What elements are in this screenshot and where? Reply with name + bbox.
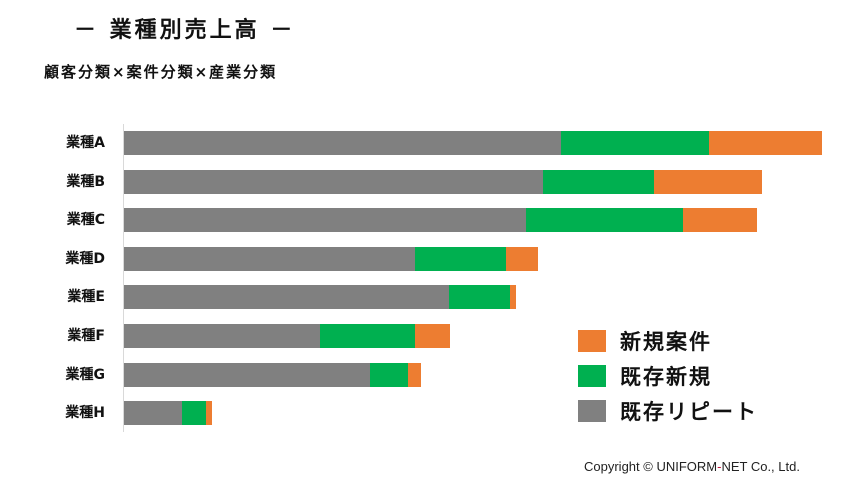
legend-swatch-gray (578, 399, 606, 422)
bar-segment (415, 324, 450, 348)
stacked-bar (124, 362, 421, 387)
category-label: 業種G (65, 366, 106, 383)
bar-segment (182, 401, 206, 426)
bar-row: 業種D (0, 246, 860, 271)
bar-segment (370, 362, 408, 387)
bar-segment (709, 131, 822, 155)
bar-segment (124, 131, 561, 155)
bar-segment (561, 131, 709, 155)
bar-segment (543, 169, 654, 194)
copyright-text: Copyright © UNIFORM-NET Co., Ltd. (584, 459, 800, 474)
bar-segment (124, 285, 449, 310)
bar-row: 業種F (0, 324, 860, 348)
bar-segment (415, 246, 506, 271)
stacked-bar (124, 208, 757, 233)
category-axis-line (123, 124, 124, 432)
stacked-bar (124, 285, 516, 310)
chart-legend: 新規案件 既存新規 既存リピート (578, 323, 758, 428)
category-label: 業種D (65, 250, 105, 267)
bar-segment (124, 324, 320, 348)
category-label: 業種H (65, 405, 105, 422)
legend-swatch-green (578, 364, 606, 387)
bar-segment (510, 285, 516, 310)
bar-segment (124, 246, 415, 271)
chart-title: － 業種別売上高 － (74, 18, 296, 43)
bar-row: 業種C (0, 208, 860, 233)
legend-swatch-orange (578, 329, 606, 352)
legend-label: 既存リピート (620, 399, 758, 424)
category-label: 業種B (66, 173, 105, 190)
legend-label: 既存新規 (620, 364, 712, 389)
bar-segment (526, 208, 683, 233)
bar-segment (124, 401, 182, 426)
legend-label: 新規案件 (620, 329, 712, 354)
legend-item-new-project: 新規案件 (578, 323, 758, 358)
stacked-bar (124, 131, 822, 155)
copyright-prefix: Copyright © UNIFORM (584, 459, 718, 474)
bar-segment (320, 324, 415, 348)
category-label: 業種A (66, 135, 105, 151)
chart-subtitle: 顧客分類×案件分類×産業分類 (44, 63, 278, 81)
legend-item-existing-repeat: 既存リピート (578, 393, 758, 428)
bar-row: 業種H (0, 401, 860, 426)
bar-segment (206, 401, 212, 426)
bar-segment (124, 169, 543, 194)
bar-segment (449, 285, 510, 310)
category-label: 業種C (66, 212, 105, 229)
bar-segment (683, 208, 757, 233)
bar-segment (408, 362, 421, 387)
category-label: 業種E (67, 289, 105, 306)
stacked-bar (124, 169, 762, 194)
bar-row: 業種E (0, 285, 860, 310)
stacked-bar (124, 401, 212, 426)
bar-segment (124, 208, 526, 233)
bar-segment (654, 169, 762, 194)
legend-item-existing-new: 既存新規 (578, 358, 758, 393)
bar-segment (506, 246, 538, 271)
bar-row: 業種B (0, 169, 860, 194)
bar-segment (124, 362, 370, 387)
stacked-bar (124, 246, 538, 271)
bar-row: 業種G (0, 362, 860, 387)
bar-row: 業種A (0, 131, 860, 155)
copyright-suffix: NET Co., Ltd. (721, 459, 800, 474)
stacked-bar (124, 324, 450, 348)
category-label: 業種F (67, 328, 105, 344)
copyright-hyphen: - (717, 459, 722, 474)
